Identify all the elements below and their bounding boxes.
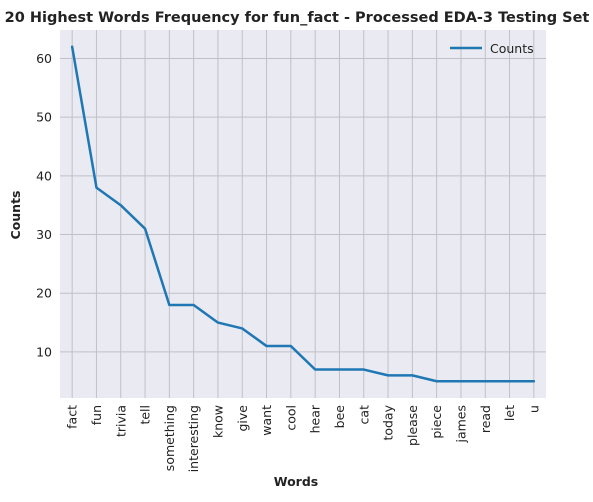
y-tick-label: 30: [36, 227, 52, 242]
x-tick-label: bee: [332, 405, 347, 429]
legend: Counts: [450, 41, 534, 56]
x-tick-label: tell: [138, 405, 153, 425]
x-tick-label: u: [526, 405, 541, 413]
y-tick-labels: 10 20 30 40 50 60: [36, 51, 52, 359]
plot-area: [60, 30, 546, 398]
y-tick-label: 10: [36, 344, 52, 359]
x-tick-label: know: [210, 405, 225, 438]
y-tick-label: 60: [36, 51, 52, 66]
x-tick-labels: fact fun trivia tell something interesting kno…: [65, 404, 542, 472]
x-tick-label: give: [235, 405, 250, 432]
x-tick-label: read: [478, 405, 493, 433]
series-layer: [70, 45, 536, 383]
x-tick-label: today: [381, 404, 396, 440]
y-tick-label: 50: [36, 110, 52, 125]
x-tick-label: trivia: [113, 405, 128, 437]
x-axis-label: Words: [274, 474, 318, 489]
x-tick-label: hear: [308, 404, 323, 433]
x-tick-label: piece: [429, 405, 444, 439]
x-tick-label: cool: [283, 405, 298, 431]
series-line: [70, 45, 536, 383]
x-tick-label: james: [453, 405, 468, 444]
y-axis-label: Counts: [8, 191, 23, 240]
y-tick-label: 20: [36, 286, 52, 301]
x-tick-label: want: [259, 405, 274, 436]
grid-lines: [60, 30, 546, 398]
x-tick-label: please: [405, 405, 420, 446]
x-tick-label: fact: [65, 405, 80, 429]
x-tick-label: interesting: [186, 405, 201, 472]
x-tick-label: let: [502, 405, 517, 421]
x-tick-label: fun: [89, 405, 104, 425]
y-tick-label: 40: [36, 168, 52, 183]
legend-series-label: Counts: [490, 41, 534, 56]
x-tick-label: something: [162, 405, 177, 471]
chart-title: 20 Highest Words Frequency for fun_fact …: [5, 10, 590, 26]
x-tick-label: cat: [356, 405, 371, 425]
